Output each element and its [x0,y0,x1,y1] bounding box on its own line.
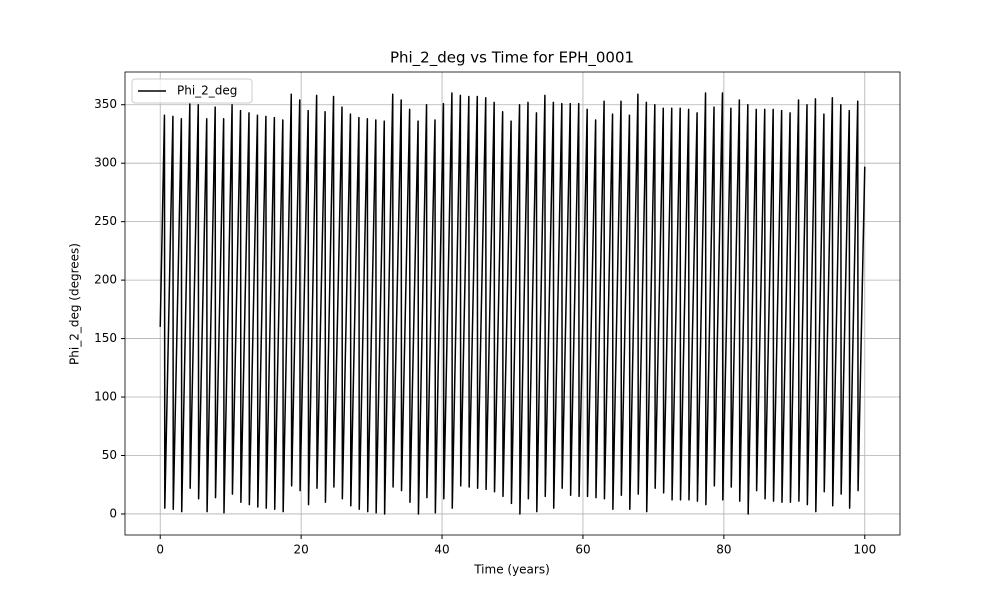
x-tick-label: 40 [434,543,449,557]
plot-frame [124,71,901,536]
y-tick-label: 250 [94,214,117,228]
y-tick-label: 0 [109,506,117,520]
data-line [159,92,866,515]
x-tick-label: 60 [575,543,590,557]
y-tick-label: 150 [94,331,117,345]
y-axis-label: Phi_2_deg (degrees) [68,243,82,365]
y-tick-label: 200 [94,273,117,287]
x-tick-label: 0 [156,543,164,557]
x-tick-label: 100 [853,543,876,557]
x-axis-label: Time (years) [473,563,550,577]
legend-box [131,78,253,104]
y-tick-label: 50 [102,448,117,462]
y-tick-label: 100 [94,390,117,404]
y-tick-label: 350 [94,97,117,111]
x-tick-label: 80 [716,543,731,557]
legend-label: Phi_2_deg [177,84,237,98]
chart-title: Phi_2_deg vs Time for EPH_0001 [390,49,634,68]
y-tick-label: 300 [94,156,117,170]
x-tick-label: 20 [293,543,308,557]
